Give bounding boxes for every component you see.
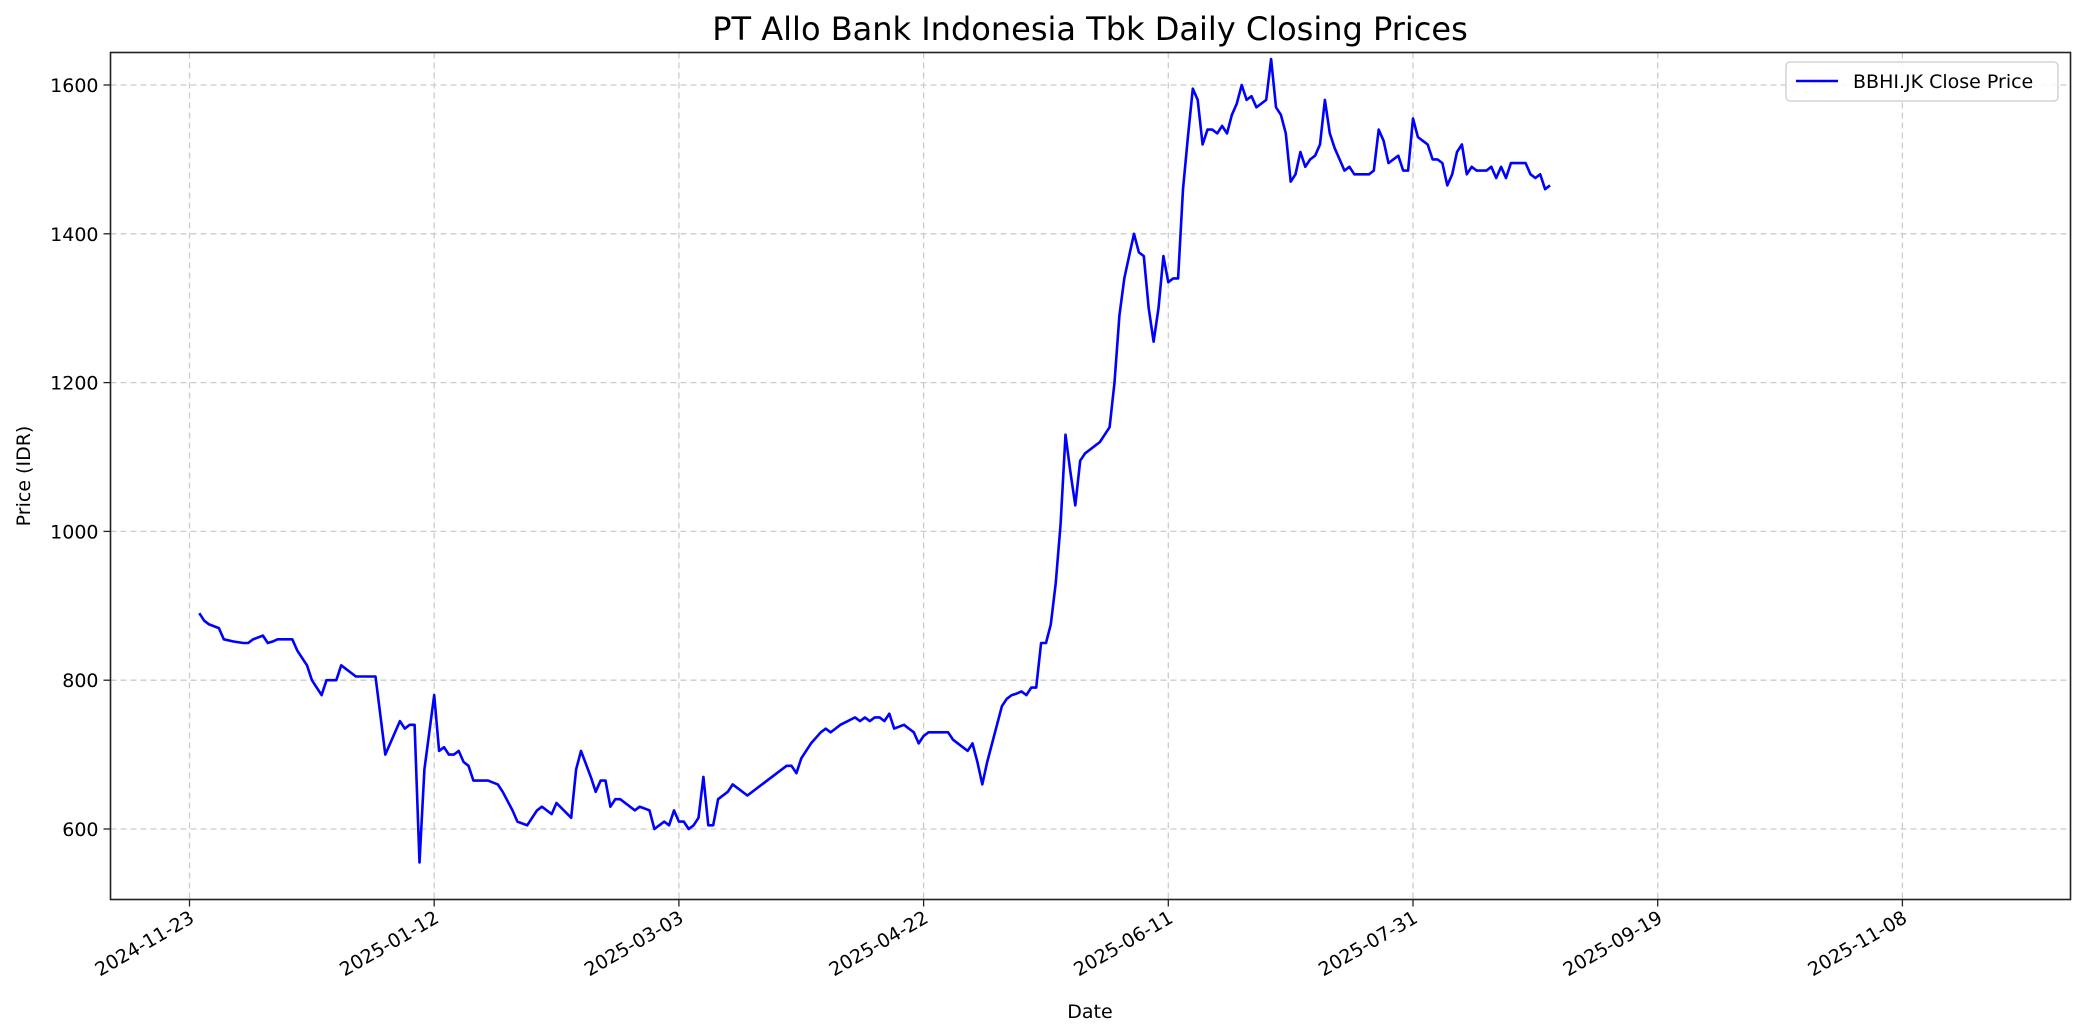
legend: BBHI.JK Close Price (1785, 61, 2059, 102)
x-tick-label: 2025-11-08 (1804, 907, 1911, 981)
y-tick-label: 1000 (50, 521, 98, 543)
y-tick-label: 600 (62, 819, 98, 841)
plot-frame (109, 51, 2072, 901)
y-tick-label: 1400 (50, 224, 98, 246)
x-tick-label: 2025-07-31 (1315, 907, 1422, 981)
grid-lines (110, 52, 2071, 900)
x-tick-label: 2025-09-19 (1560, 907, 1667, 981)
y-tick-label: 1600 (50, 75, 98, 97)
y-axis-label: Price (IDR) (13, 426, 35, 527)
x-axis-ticks: 2024-11-23 2025-01-12 2025-03-03 2025-04-22… (91, 899, 1911, 981)
y-tick-label: 1200 (50, 373, 98, 395)
y-tick-label: 800 (62, 670, 98, 692)
x-tick-label: 2025-03-03 (581, 907, 688, 981)
x-tick-label: 2024-11-23 (91, 907, 198, 981)
y-axis-ticks: 600 800 1000 1200 1400 1600 (50, 75, 111, 841)
x-tick-label: 2025-01-12 (336, 907, 443, 981)
x-tick-label: 2025-06-11 (1070, 907, 1177, 981)
legend-box (1785, 61, 2059, 102)
x-tick-label: 2025-04-22 (825, 907, 932, 981)
chart-title: PT Allo Bank Indonesia Tbk Daily Closing… (712, 10, 1467, 48)
price-line (198, 57, 1551, 864)
x-axis-label: Date (1067, 1001, 1112, 1023)
legend-label: BBHI.JK Close Price (1853, 71, 2033, 93)
